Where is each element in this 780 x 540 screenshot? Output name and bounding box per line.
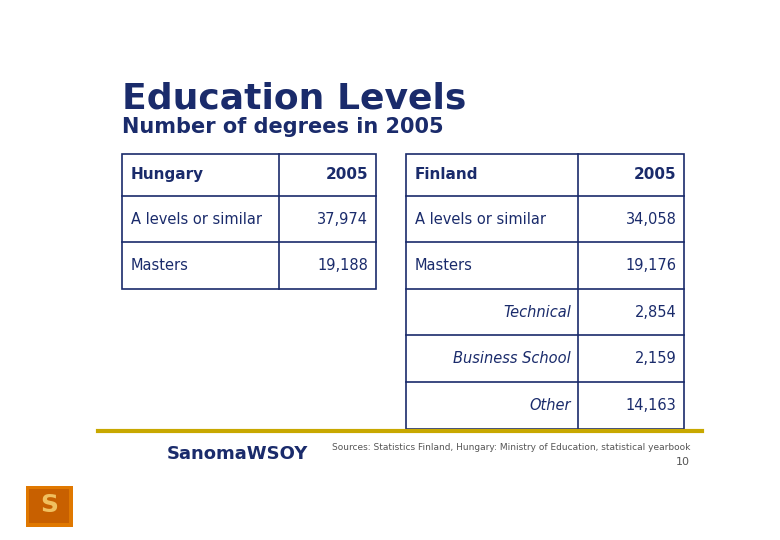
Text: 14,163: 14,163 [626, 398, 676, 413]
Text: 2,854: 2,854 [635, 305, 676, 320]
Text: Sources: Statistics Finland, Hungary: Ministry of Education, statistical yearboo: Sources: Statistics Finland, Hungary: Mi… [332, 443, 690, 452]
Text: 2,159: 2,159 [635, 352, 676, 366]
Text: 19,188: 19,188 [317, 258, 368, 273]
Text: Business School: Business School [453, 352, 571, 366]
Text: A levels or similar: A levels or similar [415, 212, 546, 227]
Text: Masters: Masters [131, 258, 189, 273]
Text: 2005: 2005 [634, 167, 676, 183]
Bar [122, 154, 376, 289]
Text: Finland: Finland [415, 167, 478, 183]
Bar [406, 154, 684, 429]
Text: 34,058: 34,058 [626, 212, 676, 227]
Text: A levels or similar: A levels or similar [131, 212, 262, 227]
Text: 37,974: 37,974 [317, 212, 368, 227]
Text: 10: 10 [676, 457, 690, 467]
Text: 19,176: 19,176 [626, 258, 676, 273]
Text: SanomaWSOY: SanomaWSOY [167, 444, 308, 463]
Bar [30, 489, 69, 523]
Text: S: S [40, 494, 58, 517]
Text: 2005: 2005 [326, 167, 368, 183]
Text: Education Levels: Education Levels [122, 82, 466, 116]
Text: Other: Other [530, 398, 571, 413]
Text: Masters: Masters [415, 258, 473, 273]
Text: Number of degrees in 2005: Number of degrees in 2005 [122, 117, 443, 137]
Text: Technical: Technical [503, 305, 571, 320]
Text: Hungary: Hungary [131, 167, 204, 183]
